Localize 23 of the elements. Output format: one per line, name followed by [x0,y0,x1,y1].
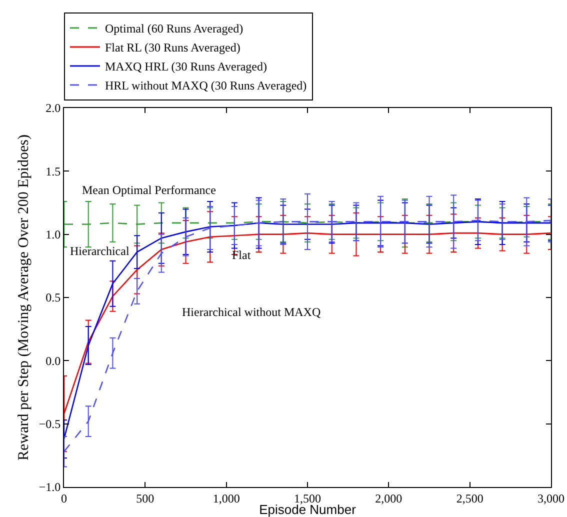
annotation: Hierarchical without MAXQ [182,305,321,319]
x-tick-label: 3,000 [538,491,564,506]
y-tick-label: 0.0 [46,354,61,368]
y-tick-label: 0.5 [46,290,61,305]
y-tick-label: 1.5 [46,164,61,178]
y-tick-label: −0.5 [38,417,61,432]
annotation: Flat [232,248,252,262]
x-tick-label: 2,000 [375,491,402,506]
y-tick-label: 2.0 [46,101,61,116]
legend-label: MAXQ HRL (30 Runs Averaged) [105,60,267,74]
x-tick-label: 2,500 [456,491,484,506]
x-tick-label: 500 [136,491,154,506]
x-tick-label: 1,000 [212,491,240,506]
annotation: Mean Optimal Performance [82,183,216,197]
legend-label: Flat RL (30 Runs Averaged) [105,40,240,55]
annotation: Hierarchical [70,244,130,258]
y-axis-title: Reward per Step (Moving Average Over 200 Epidoes) [16,134,32,460]
legend-label: Optimal (60 Runs Averaged) [105,22,244,36]
x-tick-label: 1,500 [294,491,321,506]
y-tick-label: 1.0 [46,228,61,242]
legend-label: HRL without MAXQ (30 Runs Averaged) [105,78,307,93]
y-tick-label: −1.0 [38,480,61,494]
x-tick-label: 0 [61,491,67,506]
